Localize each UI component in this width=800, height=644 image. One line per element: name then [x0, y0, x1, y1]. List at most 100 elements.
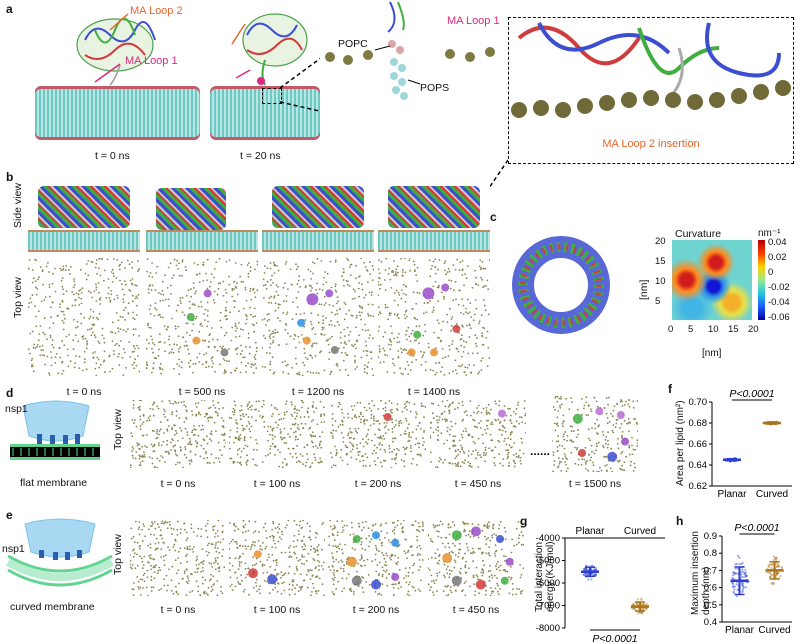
lipid-dot: [376, 446, 378, 449]
lipid-dot: [297, 373, 299, 376]
lipid-dot: [328, 351, 331, 354]
lipid-dot: [280, 418, 283, 421]
lipid-dot: [131, 419, 134, 421]
lipid-dot: [273, 371, 276, 374]
lipid-dot: [287, 447, 290, 450]
lipid-dot: [60, 310, 63, 313]
lipid-dot: [202, 428, 205, 431]
lipid-dot: [393, 448, 395, 451]
lipid-dot: [256, 464, 258, 467]
lipid-dot: [173, 367, 175, 370]
lipid-dot: [247, 408, 250, 410]
lipid-dot: [254, 363, 257, 365]
lipid-dot: [416, 464, 418, 466]
lipid-dot: [294, 417, 297, 420]
lipid-dot: [358, 282, 361, 284]
lipid-dot: [388, 400, 391, 402]
lipid-dot: [262, 365, 264, 368]
lipid-dot: [97, 358, 100, 361]
y-tick-label-g: -7000: [536, 601, 560, 612]
popc-label: POPC: [338, 38, 368, 50]
lipid-dot: [252, 458, 255, 461]
lipid-dot: [195, 315, 198, 318]
membrane-slab: [28, 230, 140, 252]
lipid-dot: [299, 433, 302, 436]
lipid-dot: [189, 443, 192, 446]
lipid-dot: [303, 416, 306, 418]
lipid-dot: [346, 283, 349, 286]
lipid-dot: [295, 456, 298, 459]
lipid-dot: [185, 294, 188, 297]
lipid-dot: [408, 258, 411, 259]
lipid-dot: [327, 343, 330, 346]
lipid-dot: [297, 335, 300, 338]
lipid-dot: [390, 340, 392, 343]
lipid-dot: [360, 356, 363, 359]
lipid-dot: [177, 440, 179, 442]
lipid-dot: [405, 349, 407, 352]
lipid-dot: [480, 276, 482, 279]
lipid-dot: [330, 431, 332, 434]
lipid-dot: [146, 324, 149, 327]
lipid-dot: [479, 259, 482, 262]
lipid-dot: [223, 372, 226, 375]
lipid-dot: [251, 363, 253, 366]
lipid-dot: [163, 408, 165, 411]
lipid-dot: [117, 330, 120, 333]
lipid-dot: [415, 274, 417, 276]
lipid-dot: [454, 359, 457, 362]
lipid-dot: [111, 268, 114, 271]
data-point-h: [732, 585, 735, 588]
lipid-dot: [246, 264, 249, 266]
lipid-dot: [456, 348, 459, 350]
lipid-dot: [272, 336, 275, 338]
lipid-dot: [483, 451, 485, 454]
lipid-dot: [397, 317, 400, 320]
lipid-dot: [488, 357, 490, 359]
lipid-dot: [386, 371, 389, 373]
lipid-dot: [34, 258, 36, 261]
lipid-dot: [378, 443, 381, 446]
lipid-dot: [449, 428, 451, 431]
lipid-dot: [286, 463, 288, 465]
lipid-dot: [461, 448, 463, 451]
protein-cluster: [441, 283, 450, 292]
lipid-dot: [469, 327, 472, 330]
data-point-h: [741, 561, 744, 564]
lipid-dot: [309, 465, 312, 468]
heatmap-ytick: 5: [655, 296, 661, 307]
lipid-dot: [48, 286, 51, 288]
lipid-dot: [62, 370, 65, 372]
lipid-dot: [276, 317, 279, 320]
lipid-dot: [335, 364, 338, 366]
lipid-dot: [438, 259, 441, 261]
lipid-dot: [371, 291, 373, 294]
lipid-dot: [249, 290, 252, 292]
lipid-dot: [320, 260, 323, 262]
lipid-dot: [234, 404, 237, 407]
lipid-dot: [146, 361, 148, 364]
heatmap-xtick: 0: [668, 324, 674, 335]
lipid-dot: [194, 440, 197, 442]
lipid-dot: [467, 298, 469, 301]
lipid-dot: [215, 430, 217, 432]
lipid-dot: [132, 333, 135, 336]
lipid-dot: [72, 339, 75, 342]
lipid-dot: [50, 364, 53, 367]
heatmap-ytick: 10: [655, 276, 666, 287]
lipid-dot: [276, 408, 279, 411]
lipid-dot: [51, 301, 54, 303]
lipid-dot: [444, 269, 446, 272]
lipid-dot: [206, 314, 209, 317]
lipid-dot: [154, 302, 157, 304]
lipid-dot: [214, 410, 217, 413]
lipid-dot: [475, 307, 478, 310]
lipid-dot: [224, 370, 226, 373]
lipid-dot: [56, 315, 59, 317]
lipid-dot: [450, 318, 453, 320]
y-tick-label-h: 0.7: [704, 565, 717, 576]
lipid-dot: [107, 278, 110, 280]
lipid-dot: [310, 323, 313, 326]
lipid-dot: [176, 363, 178, 365]
lipid-dot: [347, 413, 349, 415]
